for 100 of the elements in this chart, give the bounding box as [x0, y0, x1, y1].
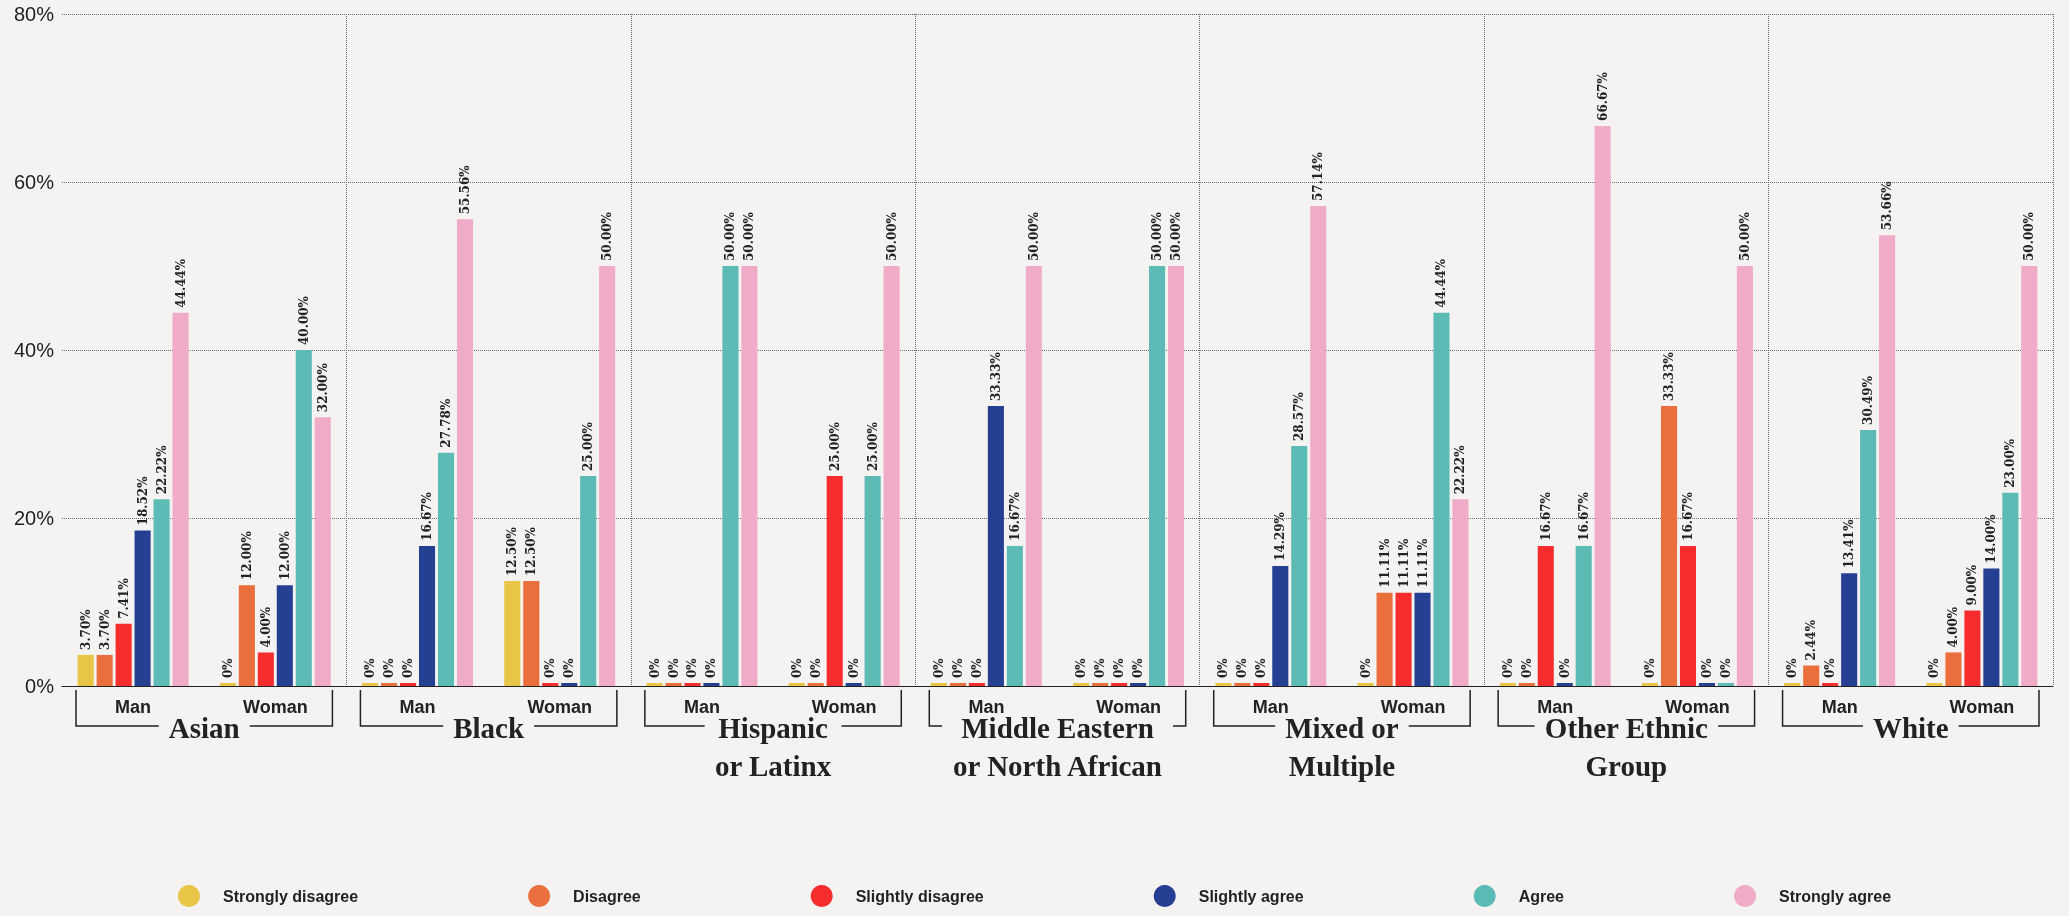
- data-label: 0%: [846, 657, 861, 678]
- x-tick-label: Woman: [242, 697, 308, 717]
- data-label: 16.67%: [1576, 491, 1591, 541]
- data-label: 0%: [1557, 657, 1572, 678]
- text: Asian: [168, 712, 240, 744]
- data-label: 0%: [562, 657, 577, 678]
- data-label: 0%: [1235, 657, 1250, 678]
- data-label: 53.66%: [1880, 180, 1895, 231]
- legend-label: Strongly agree: [1779, 887, 1892, 905]
- data-label: 3.70%: [78, 608, 93, 650]
- data-label: 32.00%: [315, 362, 330, 413]
- data-label: 14.29%: [1273, 511, 1288, 561]
- data-label: 0%: [1927, 657, 1942, 678]
- data-label: 0%: [685, 657, 700, 678]
- data-label: 50.00%: [742, 211, 757, 261]
- data-label: 4.00%: [258, 606, 273, 648]
- y-tick-label: 20%: [13, 507, 55, 529]
- data-label: 25.00%: [827, 421, 842, 471]
- data-label: 0%: [666, 657, 681, 678]
- data-label: 50.00%: [1169, 211, 1184, 261]
- data-label: 0%: [401, 657, 416, 678]
- data-label: 12.00%: [277, 530, 292, 581]
- legend-label: Slightly agree: [1198, 887, 1304, 905]
- data-label: 9.00%: [1965, 564, 1980, 606]
- data-label: 50.00%: [1737, 211, 1752, 261]
- data-label: 13.41%: [1842, 518, 1857, 569]
- data-label: 0%: [543, 657, 558, 678]
- data-label: 11.11%: [1377, 538, 1392, 588]
- data-label: 12.50%: [505, 526, 520, 576]
- data-label: 44.44%: [173, 258, 188, 308]
- data-label: 50.00%: [1150, 211, 1165, 261]
- data-label: 25.00%: [865, 421, 880, 471]
- data-label: 50.00%: [884, 211, 899, 261]
- data-label: 0%: [931, 657, 946, 678]
- data-label: 40.00%: [296, 295, 311, 345]
- data-label: 0%: [950, 657, 965, 678]
- data-label: 0%: [1216, 657, 1231, 678]
- legend-label: Slightly disagree: [855, 887, 984, 905]
- data-label: 0%: [1358, 657, 1373, 678]
- x-tick-label: Woman: [1949, 697, 2015, 717]
- data-label: 16.67%: [1007, 491, 1022, 541]
- y-tick-label: 40%: [13, 339, 55, 361]
- data-label: 0%: [647, 657, 662, 678]
- legend-label: Strongly disagree: [222, 887, 359, 905]
- data-label: 44.44%: [1434, 258, 1449, 308]
- data-label: 0%: [1643, 657, 1658, 678]
- x-tick-label: Man: [399, 697, 436, 717]
- data-label: 0%: [704, 657, 719, 678]
- data-label: 16.67%: [1680, 491, 1695, 541]
- data-label: 11.11%: [1415, 538, 1430, 588]
- data-label: 0%: [1254, 657, 1269, 678]
- data-label: 2.44%: [1804, 619, 1819, 661]
- data-label: 0%: [1519, 657, 1534, 678]
- data-label: 4.00%: [1946, 606, 1961, 648]
- data-label: 3.70%: [97, 608, 112, 650]
- data-label: 0%: [382, 657, 397, 678]
- data-label: 0%: [1131, 657, 1146, 678]
- text: White: [1872, 712, 1949, 744]
- data-label: 11.11%: [1396, 538, 1411, 588]
- data-label: 57.14%: [1311, 151, 1326, 202]
- data-label: 12.50%: [524, 526, 539, 576]
- y-tick-label: 0%: [25, 675, 55, 697]
- data-label: 50.00%: [723, 211, 738, 261]
- y-tick-label: 80%: [13, 3, 55, 25]
- data-label: 18.52%: [135, 475, 150, 526]
- data-label: 30.49%: [1861, 375, 1876, 425]
- data-label: 23.00%: [2003, 438, 2018, 488]
- data-label: 0%: [1074, 657, 1089, 678]
- data-label: 0%: [363, 657, 378, 678]
- data-label: 0%: [1718, 657, 1733, 678]
- text: Black: [453, 712, 525, 744]
- data-label: 22.22%: [1453, 444, 1468, 495]
- x-tick-label: Man: [115, 697, 152, 717]
- data-label: 0%: [808, 657, 823, 678]
- data-label: 7.41%: [116, 577, 131, 619]
- data-label: 0%: [1112, 657, 1127, 678]
- data-label: 33.33%: [1662, 351, 1677, 402]
- data-label: 50.00%: [600, 211, 615, 261]
- data-label: 14.00%: [1984, 513, 1999, 564]
- data-label: 55.56%: [457, 164, 472, 215]
- data-label: 33.33%: [988, 351, 1003, 402]
- data-label: 27.78%: [438, 398, 453, 448]
- legend-label: Disagree: [573, 887, 641, 905]
- data-label: 22.22%: [154, 444, 169, 495]
- data-label: 66.67%: [1595, 71, 1610, 121]
- data-label: 50.00%: [1026, 211, 1041, 261]
- legend-label: Agree: [1518, 887, 1565, 905]
- data-label: 25.00%: [581, 421, 596, 471]
- data-label: 12.00%: [239, 530, 254, 581]
- y-tick-label: 60%: [13, 171, 55, 193]
- data-label: 0%: [1500, 657, 1515, 678]
- data-label: 0%: [220, 657, 235, 678]
- data-label: 0%: [1785, 657, 1800, 678]
- data-label: 28.57%: [1292, 391, 1307, 442]
- data-label: 50.00%: [2022, 211, 2037, 261]
- data-label: 0%: [1699, 657, 1714, 678]
- data-label: 0%: [1823, 657, 1838, 678]
- data-label: 16.67%: [1538, 491, 1553, 541]
- data-label: 0%: [1093, 657, 1108, 678]
- x-tick-label: Woman: [527, 697, 593, 717]
